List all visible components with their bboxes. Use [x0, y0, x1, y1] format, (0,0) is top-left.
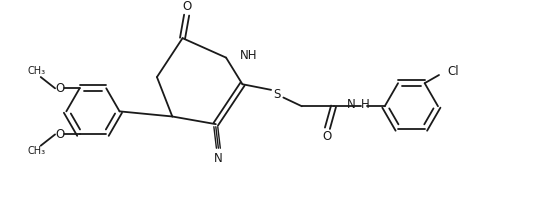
Text: O: O [55, 82, 64, 95]
Text: O: O [183, 0, 192, 13]
Text: H: H [361, 98, 370, 111]
Text: O: O [323, 130, 332, 143]
Text: Cl: Cl [447, 66, 459, 78]
Text: N: N [214, 152, 223, 165]
Text: S: S [273, 88, 281, 101]
Text: NH: NH [240, 49, 257, 62]
Text: CH₃: CH₃ [27, 66, 45, 76]
Text: N: N [347, 98, 356, 111]
Text: O: O [55, 128, 64, 141]
Text: CH₃: CH₃ [27, 146, 45, 156]
